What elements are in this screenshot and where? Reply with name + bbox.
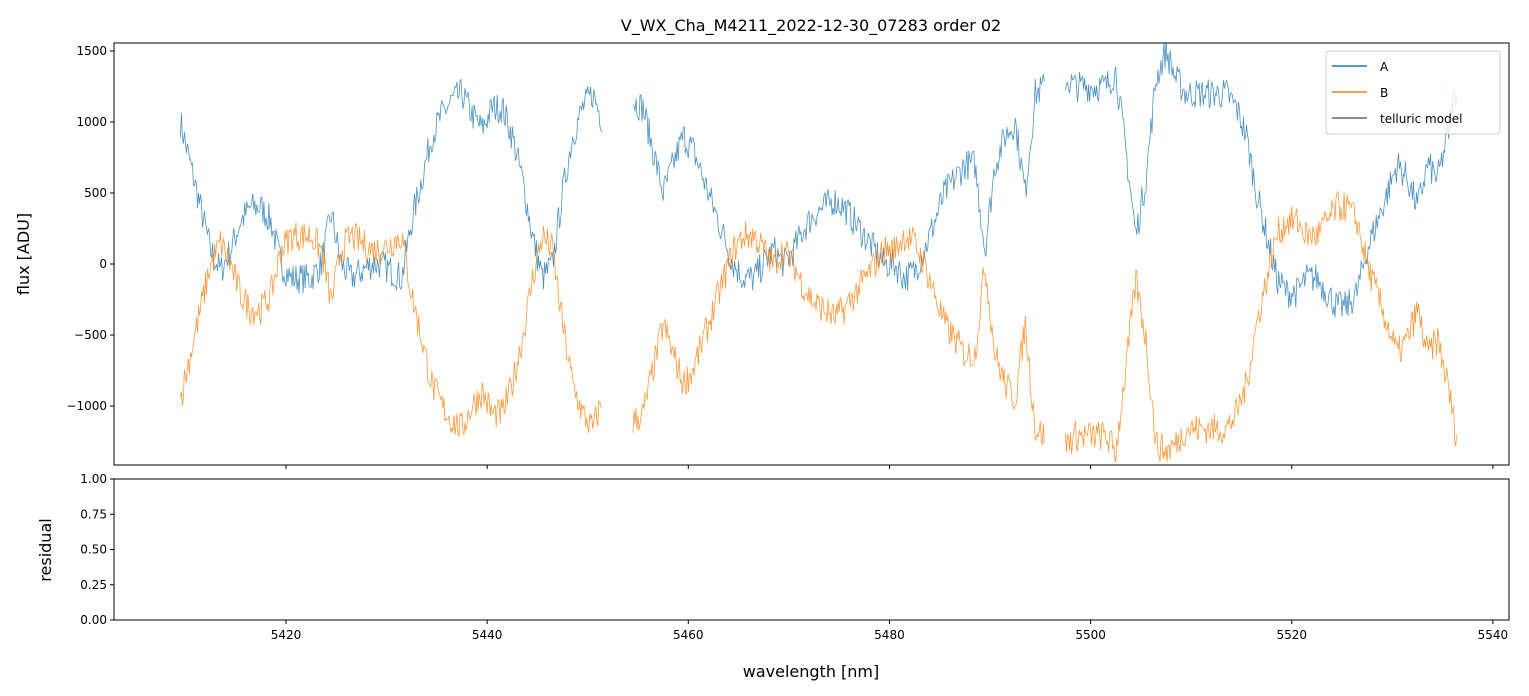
series-a-line	[632, 74, 1045, 292]
legend: A B telluric model	[1325, 50, 1501, 135]
flux-axis-ticks: −1000 −500 0 500 1000 1500	[66, 44, 1494, 469]
series-b-line	[632, 221, 1045, 446]
residual-axes-frame	[113, 478, 1510, 621]
y-tick-label: 1000	[76, 115, 107, 129]
residual-y-tick-label: 0.00	[80, 613, 107, 627]
y-tick-label: −500	[74, 328, 107, 342]
residual-y-tick-label: 0.75	[80, 507, 107, 521]
x-tick-label: 5460	[673, 628, 704, 642]
residual-y-label: residual	[36, 518, 55, 581]
y-tick-label: 1500	[76, 44, 107, 58]
x-tick-label: 5420	[271, 628, 302, 642]
y-tick-label: 0	[99, 257, 107, 271]
x-tick-label: 5520	[1276, 628, 1307, 642]
residual-axis-ticks: 0.00 0.25 0.50 0.75 1.00 5420 5440 5460 5480 5500…	[80, 472, 1508, 642]
legend-label-b: B	[1380, 86, 1388, 100]
y-tick-label: 500	[84, 186, 107, 200]
legend-label-telluric: telluric model	[1380, 112, 1462, 126]
x-tick-label: 5540	[1478, 628, 1509, 642]
x-tick-label: 5440	[472, 628, 503, 642]
x-axis-label: wavelength [nm]	[743, 662, 880, 681]
series-b-line	[180, 222, 603, 437]
series-b-line	[1065, 190, 1458, 463]
residual-y-tick-label: 0.25	[80, 578, 107, 592]
flux-plot-area	[180, 43, 1458, 463]
residual-y-tick-label: 1.00	[80, 472, 107, 486]
series-a-line	[1065, 43, 1458, 318]
series-a-line	[180, 78, 603, 294]
x-tick-label: 5500	[1075, 628, 1106, 642]
flux-axes-frame	[113, 42, 1510, 466]
flux-y-label: flux [ADU]	[14, 213, 33, 295]
residual-y-tick-label: 0.50	[80, 543, 107, 557]
legend-label-a: A	[1380, 60, 1389, 74]
chart-title: V_WX_Cha_M4211_2022-12-30_07283 order 02	[621, 16, 1001, 36]
x-tick-label: 5480	[874, 628, 905, 642]
y-tick-label: −1000	[66, 399, 107, 413]
